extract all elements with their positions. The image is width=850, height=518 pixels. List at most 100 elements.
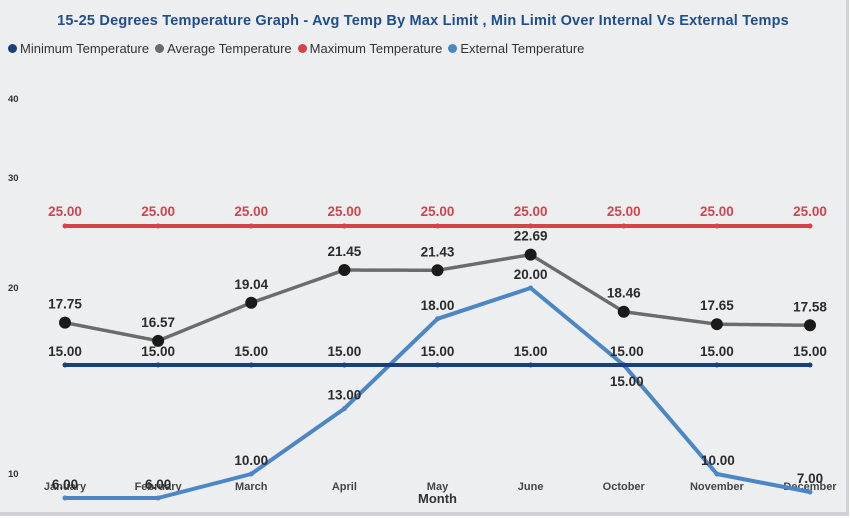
data-point-external-temperature xyxy=(528,285,534,291)
data-point-external-temperature xyxy=(155,495,161,501)
data-point-maximum-temperature xyxy=(714,223,720,229)
legend-item-maximum-temperature[interactable]: Maximum Temperature xyxy=(297,40,443,56)
x-tick-label: March xyxy=(235,481,268,493)
data-point-minimum-temperature xyxy=(621,362,627,368)
data-label-external-temperature: 6.00 xyxy=(145,477,171,492)
legend-marker xyxy=(297,43,307,53)
data-point-maximum-temperature xyxy=(155,223,161,229)
chart-title: 15-25 Degrees Temperature Graph - Avg Te… xyxy=(57,13,789,29)
data-point-maximum-temperature xyxy=(341,223,347,229)
data-label-minimum-temperature: 15.00 xyxy=(514,344,548,359)
data-label-minimum-temperature: 15.00 xyxy=(793,344,827,359)
data-point-average-temperature xyxy=(152,334,165,347)
data-label-external-temperature: 7.00 xyxy=(797,471,823,486)
data-point-average-temperature xyxy=(617,305,630,318)
data-point-maximum-temperature xyxy=(807,223,813,229)
data-label-maximum-temperature: 25.00 xyxy=(514,204,548,219)
data-point-maximum-temperature xyxy=(621,223,627,229)
data-point-average-temperature xyxy=(431,264,444,277)
data-point-external-temperature xyxy=(341,406,347,412)
data-point-maximum-temperature xyxy=(435,223,440,229)
x-axis-title: Month xyxy=(418,491,457,506)
legend-label: External Temperature xyxy=(460,40,585,56)
data-point-external-temperature xyxy=(714,471,720,477)
data-point-external-temperature xyxy=(807,489,813,495)
data-label-average-temperature: 22.69 xyxy=(514,229,548,244)
legend-item-minimum-temperature[interactable]: Minimum Temperature xyxy=(8,41,149,56)
data-point-minimum-temperature xyxy=(62,362,68,368)
y-tick-label: 30 xyxy=(8,173,19,184)
x-tick-label: June xyxy=(518,481,544,493)
data-label-minimum-temperature: 15.00 xyxy=(48,344,82,359)
data-label-maximum-temperature: 25.00 xyxy=(141,204,175,219)
legend-label: Minimum Temperature xyxy=(20,40,150,56)
data-point-minimum-temperature xyxy=(155,362,161,368)
y-tick-label: 10 xyxy=(8,469,19,480)
legend-item-average-temperature[interactable]: Average Temperature xyxy=(155,41,292,56)
data-point-maximum-temperature xyxy=(528,223,534,229)
data-label-maximum-temperature: 25.00 xyxy=(48,204,82,219)
data-point-minimum-temperature xyxy=(528,362,534,368)
data-label-average-temperature: 17.58 xyxy=(793,299,827,314)
data-label-external-temperature: 10.00 xyxy=(234,453,268,468)
data-label-external-temperature: 6.00 xyxy=(52,477,78,492)
data-label-average-temperature: 17.75 xyxy=(48,297,82,312)
data-point-external-temperature xyxy=(248,471,254,477)
x-tick-label: January xyxy=(44,481,87,493)
x-tick-label: October xyxy=(603,481,646,493)
data-label-external-temperature: 15.00 xyxy=(610,374,644,389)
data-point-average-temperature xyxy=(524,248,537,261)
data-label-external-temperature: 13.00 xyxy=(327,388,361,403)
data-label-maximum-temperature: 25.00 xyxy=(234,204,268,219)
data-point-external-temperature xyxy=(435,316,440,322)
data-label-average-temperature: 21.45 xyxy=(327,244,361,259)
data-label-minimum-temperature: 15.00 xyxy=(700,344,734,359)
data-point-external-temperature xyxy=(62,495,68,501)
data-label-maximum-temperature: 25.00 xyxy=(607,204,641,219)
data-point-minimum-temperature xyxy=(435,362,440,368)
data-label-maximum-temperature: 25.00 xyxy=(700,204,734,219)
x-tick-label: April xyxy=(332,481,357,493)
data-point-average-temperature xyxy=(710,318,723,331)
data-label-minimum-temperature: 15.00 xyxy=(327,344,361,359)
data-label-minimum-temperature: 15.00 xyxy=(234,344,268,359)
x-tick-label: May xyxy=(427,481,449,493)
y-tick-label: 20 xyxy=(8,283,19,294)
data-label-average-temperature: 19.04 xyxy=(234,277,268,292)
data-point-average-temperature xyxy=(59,316,71,329)
data-label-maximum-temperature: 25.00 xyxy=(327,204,361,219)
data-label-average-temperature: 21.43 xyxy=(421,244,455,259)
data-point-minimum-temperature xyxy=(341,362,347,368)
data-point-average-temperature xyxy=(338,264,351,277)
data-label-average-temperature: 17.65 xyxy=(700,298,734,313)
data-label-maximum-temperature: 25.00 xyxy=(421,204,455,219)
x-tick-label: November xyxy=(690,481,745,493)
legend-label: Maximum Temperature xyxy=(309,40,443,56)
data-point-minimum-temperature xyxy=(714,362,720,368)
data-label-external-temperature: 18.00 xyxy=(421,298,455,313)
data-point-minimum-temperature xyxy=(807,362,813,368)
legend-marker xyxy=(448,43,458,53)
legend-label: Average Temperature xyxy=(167,40,292,56)
data-point-minimum-temperature xyxy=(248,362,254,368)
data-point-average-temperature xyxy=(245,296,258,309)
legend-marker xyxy=(155,43,165,53)
legend-marker xyxy=(8,43,17,53)
legend-item-external-temperature[interactable]: External Temperature xyxy=(448,41,584,56)
chart-legend: Minimum Temperature Average Temperature Ma… xyxy=(8,40,590,56)
data-label-minimum-temperature: 15.00 xyxy=(141,344,175,359)
data-point-maximum-temperature xyxy=(248,223,254,229)
data-label-average-temperature: 18.46 xyxy=(607,286,641,301)
data-point-average-temperature xyxy=(804,319,816,332)
data-label-maximum-temperature: 25.00 xyxy=(793,204,827,219)
data-label-external-temperature: 10.00 xyxy=(701,453,735,468)
data-label-minimum-temperature: 15.00 xyxy=(421,344,455,359)
x-tick-label: February xyxy=(135,481,183,493)
data-label-minimum-temperature: 15.00 xyxy=(610,344,644,359)
data-label-external-temperature: 20.00 xyxy=(514,267,548,282)
data-point-maximum-temperature xyxy=(62,223,68,229)
y-tick-label: 40 xyxy=(8,94,19,105)
data-label-average-temperature: 16.57 xyxy=(141,315,175,330)
